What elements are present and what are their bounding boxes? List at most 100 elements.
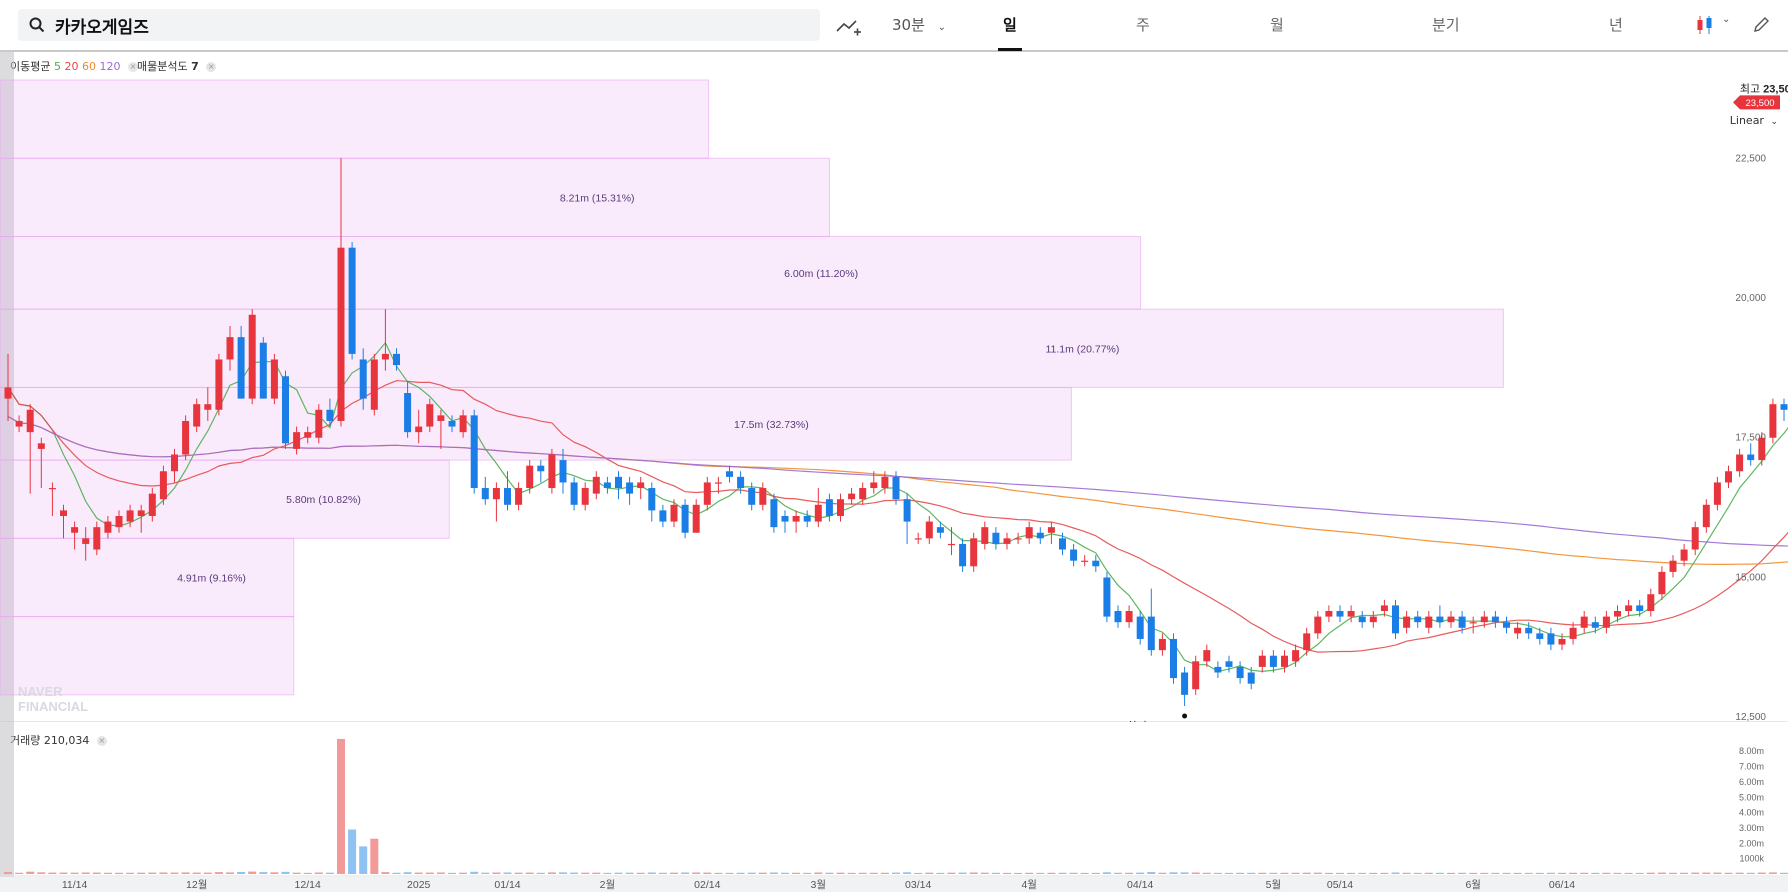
volume-legend-close-icon[interactable]: ×: [96, 736, 107, 746]
chevron-down-icon: ⌄: [937, 22, 947, 33]
candle-body: [1136, 616, 1144, 639]
volume-bar: [1336, 872, 1344, 874]
low-annotation-value: 12,900: [1150, 721, 1187, 722]
candle-body: [437, 415, 445, 421]
candle-body: [1258, 655, 1266, 667]
candle-body: [270, 359, 278, 399]
volume-bar: [1324, 872, 1333, 874]
active-tab-underline: [998, 48, 1022, 51]
volume-bar: [425, 872, 434, 874]
candle-body: [1392, 605, 1399, 634]
candle-body: [1569, 627, 1577, 639]
volume-bar: [880, 872, 889, 874]
x-axis-tick-label: 06/14: [1549, 879, 1575, 891]
tab-week[interactable]: 주: [1136, 16, 1150, 34]
scale-select[interactable]: Linear ⌄: [1730, 114, 1778, 127]
candle-body: [1014, 538, 1022, 540]
profile-legend-close-icon[interactable]: ×: [206, 62, 217, 72]
low-marker: [1182, 713, 1188, 719]
tab-year[interactable]: 년: [1609, 16, 1623, 34]
chart-area[interactable]: 이동평균 5 20 60 120 × 매물분석도 7 × Linear ⌄ 거래…: [0, 52, 1788, 892]
volume-bar: [115, 872, 123, 874]
volume-bar: [614, 872, 623, 874]
volume-bar: [1003, 872, 1011, 874]
y-axis-tick-label: 17,500: [1735, 433, 1766, 444]
x-axis-tick-label: 2월: [600, 879, 616, 891]
volume-bar: [1669, 872, 1677, 874]
volume-profile-legend[interactable]: 매물분석도 7 ×: [137, 58, 217, 74]
volume-bar: [1535, 872, 1544, 874]
x-axis-tick-label: 2025: [407, 879, 431, 891]
candle-body: [1225, 661, 1233, 667]
price-chart[interactable]: 8.21m (15.31%) 6.00m (11.20%) 11.1m (20.77…: [0, 52, 1788, 722]
candle-body: [515, 488, 523, 505]
volume-profile-band: [0, 79, 709, 159]
x-axis-tick-label: 6월: [1465, 879, 1481, 891]
volume-bar: [1458, 872, 1467, 874]
volume-bar: [26, 871, 35, 874]
candle-body: [948, 543, 955, 546]
volume-bar: [1213, 872, 1222, 874]
x-axis-tick-label: 11/14: [62, 879, 88, 891]
tab-quarter[interactable]: 분기: [1432, 16, 1460, 34]
candle-body: [1702, 504, 1710, 528]
volume-legend[interactable]: 거래량 210,034 ×: [10, 732, 107, 748]
volume-axis-tick-label: 5.00m: [1739, 792, 1764, 802]
chart-type-chevron-icon[interactable]: ⌄: [1722, 14, 1731, 25]
volume-bar: [1569, 872, 1578, 874]
volume-bar: [692, 872, 701, 874]
tab-month[interactable]: 월: [1270, 16, 1284, 34]
volume-bar: [1613, 872, 1622, 874]
candle-body: [1602, 616, 1610, 628]
drawing-tool-icon[interactable]: [836, 15, 862, 37]
moving-average-legend[interactable]: 이동평균 5 20 60 120 ×: [10, 58, 138, 74]
tab-day[interactable]: 일: [1003, 16, 1017, 34]
volume-bar: [925, 872, 934, 874]
volume-bar: [1524, 872, 1533, 874]
volume-bar: [814, 872, 823, 874]
candle-body: [148, 493, 156, 516]
volume-bar: [1258, 872, 1267, 874]
candle-body: [1170, 638, 1177, 679]
volume-chart[interactable]: 1000k 2.00m 3.00m 4.00m 5.00m 6.00m 7.00m 8.00m…: [0, 722, 1788, 892]
volume-bar: [725, 872, 734, 874]
scale-select-label: Linear: [1729, 114, 1764, 127]
chart-type-candle-icon[interactable]: [1696, 15, 1714, 35]
volume-bar: [170, 872, 179, 874]
candle-body: [825, 499, 833, 516]
volume-bar: [1191, 872, 1200, 874]
candle-body: [748, 488, 756, 505]
volume-bar: [1713, 872, 1722, 874]
interval-select[interactable]: 30분 ⌄: [892, 14, 946, 35]
volume-bar: [592, 872, 601, 874]
search-input[interactable]: 카카오게임즈: [55, 17, 149, 38]
volume-bar: [59, 872, 68, 874]
x-axis-band: [0, 877, 1788, 892]
candle-body: [1147, 616, 1155, 651]
volume-bar: [503, 872, 512, 874]
edit-pencil-icon[interactable]: [1752, 16, 1770, 34]
candle-body: [1758, 437, 1766, 461]
ma-legend-close-icon[interactable]: ×: [127, 62, 138, 72]
candle-body: [71, 527, 79, 533]
volume-bar: [581, 872, 590, 874]
volume-bar: [1280, 872, 1289, 874]
volume-bar: [869, 872, 878, 874]
volume-profile-label: 6.00m (11.20%): [784, 268, 858, 280]
candle-body: [1647, 594, 1655, 612]
volume-profile-label: 11.1m (20.77%): [1045, 343, 1119, 355]
volume-bar: [15, 872, 24, 874]
volume-bar: [1047, 872, 1056, 874]
volume-bar: [37, 872, 46, 874]
candle-body: [548, 454, 556, 489]
volume-bar: [903, 872, 912, 874]
candle-body: [370, 359, 378, 410]
volume-bar: [148, 872, 157, 874]
candle-body: [326, 409, 334, 421]
candle-body: [1236, 666, 1244, 679]
candle-body: [1125, 611, 1133, 623]
volume-profile-label: 5.80m (10.82%): [286, 494, 361, 506]
search-box[interactable]: 카카오게임즈: [18, 9, 820, 41]
candle-body: [914, 538, 922, 540]
volume-bar: [103, 872, 112, 874]
